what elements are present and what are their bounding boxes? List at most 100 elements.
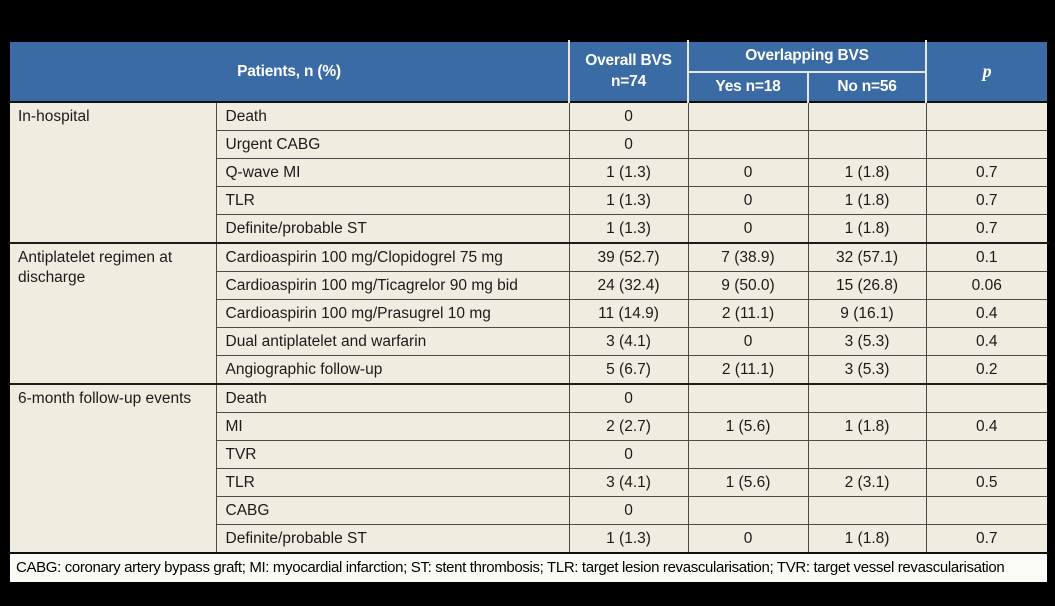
cell-yes: 1 (5.6)	[687, 412, 809, 441]
cell-no: 3 (5.3)	[807, 355, 927, 385]
table-row: In-hospital Death 0	[8, 101, 1049, 244]
table-row: Definite/probable ST 1 (1.3) 0 1 (1.8) 0.7	[9, 524, 1049, 554]
row-label-cell: Cardioaspirin 100 mg/Clopidogrel 75 mg	[215, 242, 570, 272]
cell-no	[807, 383, 927, 413]
row-label-cell: Urgent CABG	[215, 130, 570, 159]
cell-overall: 11 (14.9)	[568, 299, 689, 328]
row-label-cell: Cardioaspirin 100 mg/Ticagrelor 90 mg bi…	[215, 271, 570, 300]
row-label-cell: Q-wave MI	[215, 158, 570, 187]
cell-no	[807, 496, 927, 525]
cell-no	[807, 130, 927, 159]
row-label-cell: TLR	[215, 186, 570, 215]
table-row: Angiographic follow-up 5 (6.7) 2 (11.1) 3 (…	[9, 355, 1049, 385]
page: Patients, n (%) Overall BVS n=74 Overlap…	[8, 40, 1050, 584]
header-row-top: Patients, n (%) Overall BVS n=74 Overlap…	[9, 41, 1049, 102]
row-label-cell: TVR	[215, 440, 570, 469]
cell-no: 15 (26.8)	[807, 271, 927, 300]
col-header-yes: Yes n=18	[687, 71, 809, 102]
section-label-cell: Antiplatelet regimen at discharge	[8, 242, 217, 385]
table-row: Definite/probable ST 1 (1.3) 0 1 (1.8) 0.7	[9, 214, 1049, 244]
outcomes-table: Patients, n (%) Overall BVS n=74 Overlap…	[8, 40, 1050, 584]
cell-overall: 1 (1.3)	[568, 524, 689, 554]
cell-overall: 1 (1.3)	[568, 214, 689, 244]
cell-p	[925, 383, 1049, 413]
table-row: Cardioaspirin 100 mg/Prasugrel 10 mg 11 (…	[9, 299, 1049, 328]
cell-p: 0.7	[925, 214, 1049, 244]
cell-p: 0.4	[925, 299, 1049, 328]
cell-yes: 0	[687, 186, 809, 215]
cell-yes: 0	[687, 524, 809, 554]
cell-yes: 0	[687, 327, 809, 356]
cell-p: 0.7	[925, 158, 1049, 187]
table-row: Urgent CABG 0	[9, 130, 1049, 159]
header-row-sub: Yes n=18 No n=56	[9, 71, 1048, 102]
cell-p: 0.1	[925, 242, 1049, 272]
cell-no: 3 (5.3)	[807, 327, 927, 356]
row-label-cell: Definite/probable ST	[215, 214, 570, 244]
cell-no: 1 (1.8)	[807, 186, 927, 215]
cell-overall: 0	[568, 496, 689, 525]
col-header-overall-line2: n=74	[611, 72, 646, 90]
cell-overall: 3 (4.1)	[568, 468, 689, 497]
cell-yes	[687, 130, 809, 159]
cell-yes: 0	[687, 214, 809, 244]
cell-yes: 2 (11.1)	[687, 299, 809, 328]
cell-yes	[687, 496, 809, 525]
cell-p: 0.4	[925, 327, 1049, 356]
cell-p	[925, 101, 1049, 131]
row-label-cell: CABG	[215, 496, 570, 525]
cell-no: 1 (1.8)	[807, 412, 927, 441]
table-row: TLR 1 (1.3) 0 1 (1.8) 0.7	[9, 186, 1049, 215]
cell-yes	[687, 101, 809, 131]
row-label-cell: Angiographic follow-up	[215, 355, 570, 385]
table-row: Q-wave MI 1 (1.3) 0 1 (1.8) 0.7	[9, 158, 1049, 187]
cell-yes	[687, 440, 809, 469]
cell-yes: 9 (50.0)	[687, 271, 809, 300]
section-label-cell: 6-month follow-up events	[8, 383, 217, 554]
cell-yes: 2 (11.1)	[687, 355, 809, 385]
cell-overall: 5 (6.7)	[568, 355, 689, 385]
table-body: In-hospital Death 0 Urgent CABG 0 Q-wave MI 1 …	[8, 101, 1049, 554]
col-header-overlapping-bvs: Overlapping BVS	[687, 41, 927, 73]
cell-yes: 0	[687, 158, 809, 187]
table-row: Dual antiplatelet and warfarin 3 (4.1) 0 3 …	[9, 327, 1049, 356]
cell-overall: 3 (4.1)	[568, 327, 689, 356]
cell-p: 0.4	[925, 412, 1049, 441]
table-row: MI 2 (2.7) 1 (5.6) 1 (1.8) 0.4	[9, 412, 1049, 441]
cell-p: 0.7	[925, 186, 1049, 215]
row-label-cell: TLR	[215, 468, 570, 497]
cell-overall: 2 (2.7)	[568, 412, 689, 441]
cell-p: 0.7	[925, 524, 1049, 554]
col-header-p: p	[925, 41, 1049, 102]
cell-overall: 39 (52.7)	[568, 242, 689, 272]
cell-no: 1 (1.8)	[807, 158, 927, 187]
row-label-cell: Definite/probable ST	[215, 524, 570, 554]
cell-overall: 0	[568, 383, 689, 413]
cell-no: 32 (57.1)	[807, 242, 927, 272]
table-row: Cardioaspirin 100 mg/Ticagrelor 90 mg bi…	[9, 271, 1049, 300]
cell-yes: 1 (5.6)	[687, 468, 809, 497]
table-header: Patients, n (%) Overall BVS n=74 Overlap…	[9, 41, 1049, 102]
cell-p	[925, 130, 1049, 159]
cell-yes: 7 (38.9)	[687, 242, 809, 272]
cell-yes	[687, 383, 809, 413]
table-row: Antiplatelet regimen at discharge Cardioa…	[8, 242, 1049, 385]
cell-no	[807, 440, 927, 469]
cell-overall: 1 (1.3)	[568, 158, 689, 187]
table-row: 6-month follow-up events Death 0	[8, 383, 1049, 554]
section-label-cell: In-hospital	[8, 101, 217, 244]
col-header-overall-bvs: Overall BVS n=74	[568, 41, 689, 102]
row-label-cell: MI	[215, 412, 570, 441]
cell-no: 2 (3.1)	[807, 468, 927, 497]
cell-overall: 0	[568, 440, 689, 469]
row-label-cell: Cardioaspirin 100 mg/Prasugrel 10 mg	[215, 299, 570, 328]
table-row: TVR 0	[9, 440, 1049, 469]
row-label-cell: Death	[215, 383, 570, 413]
table-row: CABG 0	[9, 496, 1049, 525]
cell-overall: 24 (32.4)	[568, 271, 689, 300]
col-header-patients: Patients, n (%)	[9, 41, 570, 102]
row-label-cell: Death	[215, 101, 570, 131]
cell-no	[807, 101, 927, 131]
cell-no: 1 (1.8)	[807, 524, 927, 554]
row-label-cell: Dual antiplatelet and warfarin	[215, 327, 570, 356]
